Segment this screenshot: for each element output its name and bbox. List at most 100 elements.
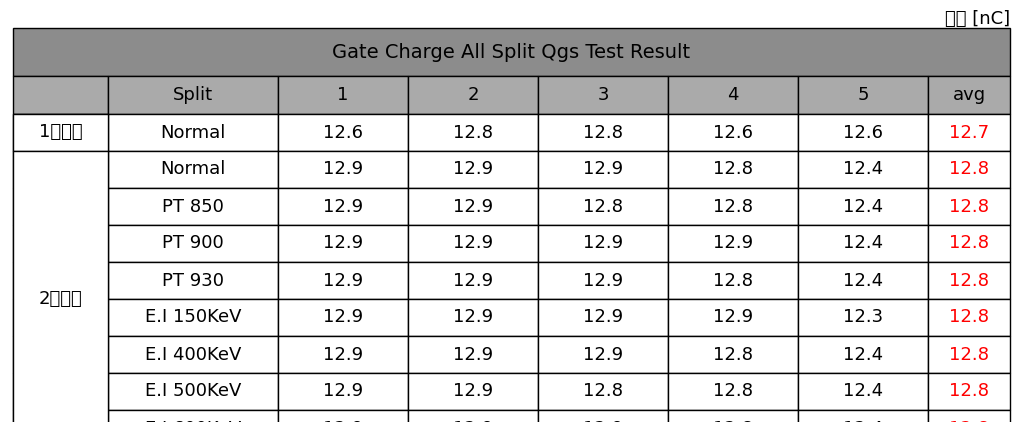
Bar xyxy=(798,225,928,262)
Bar xyxy=(538,225,668,262)
Text: 12.8: 12.8 xyxy=(713,419,753,422)
Bar xyxy=(798,262,928,299)
Bar xyxy=(13,336,108,373)
Bar xyxy=(668,299,798,336)
Bar xyxy=(668,336,798,373)
Bar xyxy=(408,76,538,114)
Text: 1차년도: 1차년도 xyxy=(39,124,83,141)
Bar xyxy=(13,262,108,299)
Bar xyxy=(798,410,928,422)
Text: E.I 400KeV: E.I 400KeV xyxy=(145,346,241,363)
Bar xyxy=(668,225,798,262)
Bar xyxy=(408,225,538,262)
Bar xyxy=(668,188,798,225)
Text: 12.9: 12.9 xyxy=(583,419,623,422)
Bar xyxy=(108,262,278,299)
Bar xyxy=(278,151,408,188)
Bar xyxy=(928,373,1010,410)
Text: 12.9: 12.9 xyxy=(323,197,363,216)
Bar xyxy=(668,373,798,410)
Text: 12.8: 12.8 xyxy=(713,160,753,179)
Text: 12.6: 12.6 xyxy=(843,124,883,141)
Text: PT 930: PT 930 xyxy=(162,271,224,289)
Text: 12.8: 12.8 xyxy=(949,419,989,422)
Text: 12.9: 12.9 xyxy=(583,271,623,289)
Bar xyxy=(928,151,1010,188)
Text: 12.4: 12.4 xyxy=(843,346,883,363)
Text: 12.9: 12.9 xyxy=(453,160,493,179)
Bar xyxy=(108,299,278,336)
Bar xyxy=(668,114,798,151)
Text: 12.8: 12.8 xyxy=(949,271,989,289)
Text: 12.9: 12.9 xyxy=(323,308,363,327)
Bar xyxy=(408,114,538,151)
Text: 12.7: 12.7 xyxy=(949,124,989,141)
Bar xyxy=(538,151,668,188)
Bar xyxy=(278,410,408,422)
Text: 12.8: 12.8 xyxy=(949,197,989,216)
Bar xyxy=(108,114,278,151)
Text: 12.8: 12.8 xyxy=(713,271,753,289)
Bar xyxy=(13,299,108,336)
Text: 12.9: 12.9 xyxy=(323,235,363,252)
Text: 12.8: 12.8 xyxy=(949,235,989,252)
Text: 12.9: 12.9 xyxy=(453,235,493,252)
Bar xyxy=(108,188,278,225)
Text: Normal: Normal xyxy=(160,160,226,179)
Bar xyxy=(278,299,408,336)
Bar xyxy=(928,76,1010,114)
Bar xyxy=(538,188,668,225)
Bar xyxy=(13,225,108,262)
Bar xyxy=(13,188,108,225)
Text: PT 850: PT 850 xyxy=(162,197,224,216)
Bar xyxy=(668,410,798,422)
Text: avg: avg xyxy=(953,86,985,104)
Text: 12.9: 12.9 xyxy=(323,346,363,363)
Bar xyxy=(108,151,278,188)
Bar xyxy=(928,225,1010,262)
Bar xyxy=(798,114,928,151)
Bar xyxy=(13,76,108,114)
Text: 12.4: 12.4 xyxy=(843,197,883,216)
Text: 12.4: 12.4 xyxy=(843,271,883,289)
Bar xyxy=(278,114,408,151)
Bar xyxy=(798,299,928,336)
Text: 12.8: 12.8 xyxy=(713,197,753,216)
Bar xyxy=(928,262,1010,299)
Text: 12.9: 12.9 xyxy=(453,382,493,400)
Text: 12.8: 12.8 xyxy=(583,124,623,141)
Text: 12.8: 12.8 xyxy=(453,124,493,141)
Bar xyxy=(928,410,1010,422)
Text: 12.9: 12.9 xyxy=(713,308,753,327)
Text: 12.4: 12.4 xyxy=(843,419,883,422)
Text: E.I 500KeV: E.I 500KeV xyxy=(145,382,241,400)
Bar xyxy=(538,114,668,151)
Bar xyxy=(408,373,538,410)
Text: PT 900: PT 900 xyxy=(162,235,224,252)
Text: 12.9: 12.9 xyxy=(453,346,493,363)
Text: 12.3: 12.3 xyxy=(843,308,883,327)
Bar xyxy=(408,336,538,373)
Text: 12.8: 12.8 xyxy=(713,382,753,400)
Text: 12.9: 12.9 xyxy=(583,308,623,327)
Bar xyxy=(408,410,538,422)
Text: E.I 150KeV: E.I 150KeV xyxy=(145,308,241,327)
Bar xyxy=(13,114,108,151)
Bar xyxy=(108,410,278,422)
Bar xyxy=(278,373,408,410)
Bar xyxy=(798,76,928,114)
Bar xyxy=(13,410,108,422)
Bar xyxy=(13,373,108,410)
Text: 4: 4 xyxy=(728,86,739,104)
Bar xyxy=(278,225,408,262)
Bar xyxy=(108,225,278,262)
Text: 12.9: 12.9 xyxy=(323,419,363,422)
Text: 2차년도: 2차년도 xyxy=(39,290,83,308)
Bar xyxy=(108,76,278,114)
Text: 12.9: 12.9 xyxy=(583,160,623,179)
Text: 12.4: 12.4 xyxy=(843,382,883,400)
Text: 12.4: 12.4 xyxy=(843,160,883,179)
Bar xyxy=(13,28,1010,76)
Text: 1: 1 xyxy=(337,86,349,104)
Text: 12.9: 12.9 xyxy=(583,235,623,252)
